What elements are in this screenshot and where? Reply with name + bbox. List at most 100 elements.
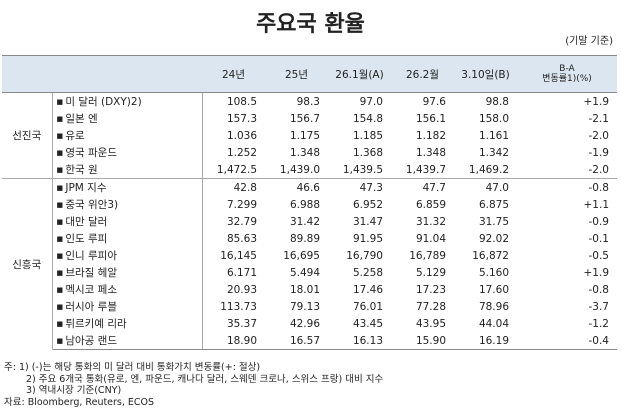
group-label: 신흥국 [2,178,53,350]
value-cell: 1,469.2 [468,163,509,176]
value-cell: -0.9 [588,215,610,228]
value-cell: 98.8 [454,92,517,110]
value-cell: 97.0 [328,92,391,110]
value-cell: -0.5 [588,249,610,262]
currency-name: 일본 엔 [52,110,203,127]
value-cell: 17.23 [415,283,446,296]
source: 자료: Bloomberg, Reuters, ECOS [4,396,155,408]
value-cell: 5.160 [478,266,509,279]
column-header: 25년 [265,55,328,93]
table-row: 중국 위안3) 7.299 6.988 6.952 6.859 6.875 +1.1 [2,196,617,213]
table-row: 멕시코 페소 20.93 18.01 17.46 17.23 17.60 -0.8 [2,281,617,298]
value-cell: 157.3 [226,112,257,125]
table-body: 선진국미 달러 (DXY)2)108.598.397.097.698.8+1.9… [2,92,617,350]
value-cell: +1.1 [583,198,610,211]
value-cell: 7.299 [226,198,257,211]
value-cell: 77.28 [415,300,446,313]
value-cell: 47.7 [391,178,454,196]
value-cell: 31.47 [352,215,383,228]
value-cell: 18.01 [289,283,320,296]
currency-name: 브라질 헤알 [52,264,203,281]
title: 주요국 환율 [256,12,365,37]
value-cell: 1.368 [352,146,383,159]
table-row: 영국 파운드 1.252 1.348 1.368 1.348 1.342 -1.9 [2,144,617,161]
value-cell: 1.342 [478,146,509,159]
value-cell: 43.45 [352,317,383,330]
currency-name: 남아공 랜드 [52,332,203,350]
currency-name: 러시아 루블 [52,298,203,315]
value-cell: 16,790 [346,249,383,262]
value-cell: 91.04 [415,232,446,245]
value-cell: 16,789 [409,249,446,262]
value-cell: -1.2 [588,317,610,330]
currency-name: JPM 지수 [52,178,203,196]
value-cell: 6.171 [226,266,257,279]
value-cell: 113.73 [220,300,257,313]
value-cell: 91.95 [352,232,383,245]
table-row: 튀르키예 리라 35.37 42.96 43.45 43.95 44.04 -1.2 [2,315,617,332]
value-cell: 1.185 [352,129,383,142]
table-row: 인도 루피 85.63 89.89 91.95 91.04 92.02 -0.1 [2,230,617,247]
currency-name: 인도 루피 [52,230,203,247]
header-cell [2,55,52,93]
value-cell: 85.63 [226,232,257,245]
value-cell: 1,439.5 [342,163,383,176]
value-cell: -3.7 [588,300,610,313]
value-cell: 1,472.5 [216,163,257,176]
currency-name: 미 달러 (DXY)2) [52,92,203,110]
currency-name: 인니 루피아 [52,247,203,264]
value-cell: 79.13 [289,300,320,313]
value-cell: 1.348 [415,146,446,159]
value-cell: 89.89 [289,232,320,245]
value-cell: 5.494 [289,266,320,279]
value-cell: 31.75 [478,215,509,228]
value-cell: 97.6 [391,92,454,110]
value-cell: 46.6 [265,178,328,196]
currency-name: 한국 원 [52,161,203,179]
note: 3) 역내시장 기준(CNY) [26,385,122,396]
column-header: 26.1월(A) [328,55,391,93]
value-cell: 42.96 [289,317,320,330]
value-cell: 92.02 [478,232,509,245]
value-cell: 15.90 [391,332,454,350]
column-header: 3.10일(B) [454,55,517,93]
value-cell: 6.859 [415,198,446,211]
value-cell: 43.95 [415,317,446,330]
column-header: 26.2월 [391,55,454,93]
value-cell: 44.04 [478,317,509,330]
value-cell: 47.0 [454,178,517,196]
change-header-line: 변동률1)(%) [542,74,592,84]
value-cell: 16,695 [283,249,320,262]
value-cell: 76.01 [352,300,383,313]
exchange-table: 24년 25년 26.1월(A) 26.2월 3.10일(B) B-A 변동률1)(%) 선… [2,55,617,350]
value-cell: 16,145 [220,249,257,262]
change-header: B-A 변동률1)(%) [517,55,617,93]
table-row: 브라질 헤알 6.171 5.494 5.258 5.129 5.160 +1.9 [2,264,617,281]
value-cell: 156.7 [289,112,320,125]
value-cell: 78.96 [478,300,509,313]
value-cell: 1.036 [226,129,257,142]
value-cell: -0.8 [588,283,610,296]
value-cell: 35.37 [226,317,257,330]
column-header: 24년 [202,55,265,93]
value-cell: 20.93 [226,283,257,296]
value-cell: 16.13 [328,332,391,350]
value-cell: 6.875 [478,198,509,211]
value-cell: 17.46 [352,283,383,296]
value-cell: 31.42 [289,215,320,228]
value-cell: 154.8 [352,112,383,125]
value-cell: +1.9 [517,92,617,110]
header-cell [52,55,202,93]
value-cell: 16.19 [454,332,517,350]
table-row: 유로 1.036 1.175 1.185 1.182 1.161 -2.0 [2,127,617,144]
currency-name: 튀르키예 리라 [52,315,203,332]
table-row: 러시아 루블 113.73 79.13 76.01 77.28 78.96 -3.7 [2,298,617,315]
currency-name: 멕시코 페소 [52,281,203,298]
value-cell: 16.57 [265,332,328,350]
currency-name: 대만 달러 [52,213,203,230]
value-cell: 5.129 [415,266,446,279]
value-cell: 108.5 [202,92,265,110]
value-cell: 16,872 [472,249,509,262]
